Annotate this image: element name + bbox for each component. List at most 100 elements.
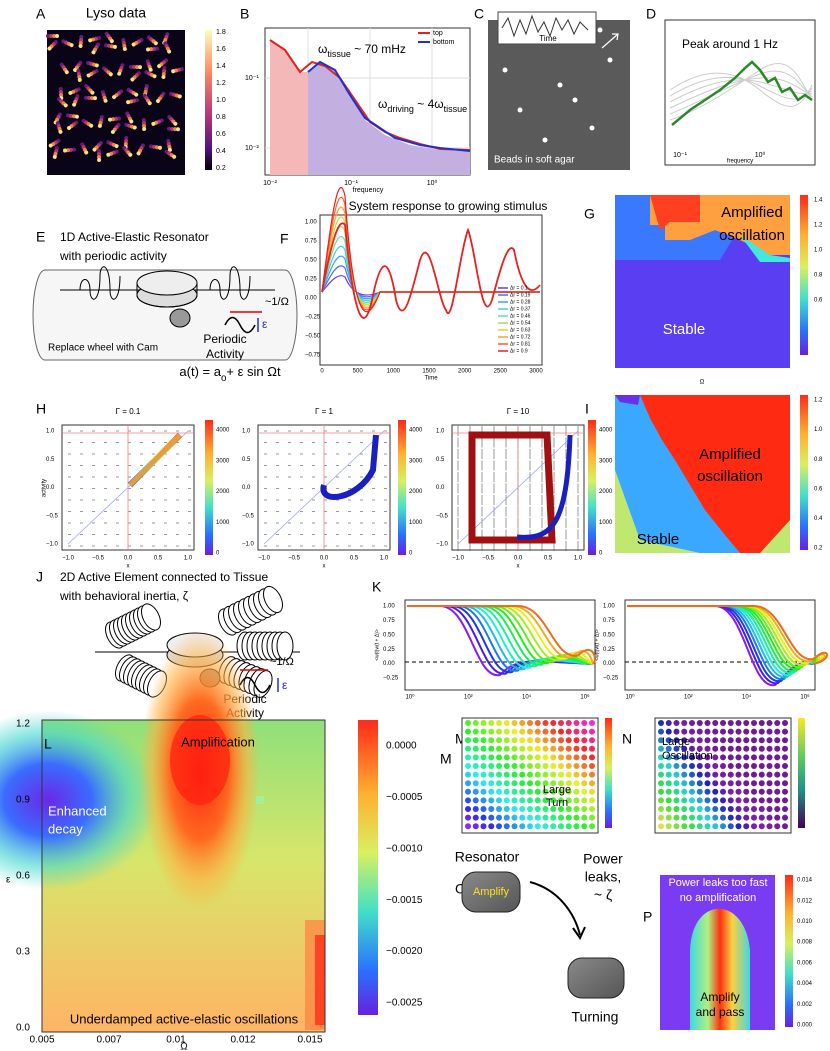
axis-label: x: [127, 564, 130, 570]
dot: [758, 797, 765, 804]
dot: [743, 771, 750, 778]
tick-label: 0.012: [797, 898, 813, 904]
dot: [472, 720, 479, 726]
dot: [121, 38, 126, 43]
dot: [488, 806, 495, 812]
tick-label: −1.0: [452, 556, 465, 562]
dot: [658, 806, 664, 812]
tick-label: −0.5: [46, 513, 59, 519]
label: ~1/Ω: [265, 296, 289, 308]
dot: [78, 43, 83, 48]
tick-label: 0.50: [603, 632, 615, 638]
dot: [774, 797, 781, 804]
dot: [681, 780, 688, 787]
dot: [782, 754, 788, 761]
dot: [735, 720, 742, 726]
dot: [681, 745, 688, 752]
dot: [69, 43, 74, 48]
bead: [597, 27, 603, 33]
heatmap-region: [615, 280, 790, 368]
dot: [665, 737, 672, 744]
dot: [766, 737, 773, 744]
arrow-head: [572, 926, 586, 941]
dot: [132, 125, 137, 130]
dot: [550, 720, 557, 726]
dot: [121, 41, 126, 46]
autocorr-curve: [627, 605, 817, 671]
dot: [581, 797, 588, 804]
dot: [152, 74, 157, 79]
dot: [658, 745, 664, 752]
dot: [751, 823, 757, 830]
dot: [712, 788, 719, 795]
lysosome-track: [80, 142, 89, 155]
tick-label: −0.5: [92, 556, 105, 562]
autocorr-curve: [407, 605, 594, 665]
tick-label: 1.4: [216, 63, 226, 70]
axis-label: <w(t)w(t + Δ)>: [374, 629, 380, 661]
dot: [58, 90, 63, 95]
dot: [782, 763, 788, 769]
lysosome-track: [92, 141, 103, 152]
dot: [581, 720, 588, 726]
lysosome-track: [121, 38, 127, 51]
response-curve: [321, 206, 540, 309]
dot: [720, 788, 726, 795]
dot: [782, 720, 788, 726]
region-label: Underdamped active-elastic oscillations: [70, 1011, 299, 1026]
dot: [84, 150, 89, 155]
lysosome-track: [63, 147, 76, 153]
tick-label: 0.006: [797, 960, 813, 966]
tick-label: 0: [409, 551, 413, 557]
dot: [488, 771, 495, 778]
autocorr-curve: [627, 605, 823, 665]
dot: [108, 72, 113, 77]
dot: [114, 144, 119, 149]
tick-label: −0.25: [383, 676, 399, 682]
lysosome-track: [104, 31, 114, 44]
dot: [681, 737, 688, 744]
faint-curve: [669, 72, 813, 107]
dot: [581, 754, 588, 761]
tick-label: 0.007: [96, 1035, 121, 1046]
dot: [126, 100, 131, 105]
tick-label: 1.6: [216, 46, 226, 53]
region-label: Enhanced: [48, 803, 107, 818]
lysosome-track: [73, 60, 83, 73]
dot: [488, 797, 495, 804]
dot: [581, 806, 588, 812]
tick-label: 0.75: [305, 239, 317, 245]
dot: [589, 754, 595, 761]
dot: [658, 763, 664, 769]
dot: [704, 728, 711, 735]
dot: [589, 771, 595, 778]
lysosome-track: [72, 94, 80, 107]
dot: [704, 720, 711, 726]
dot: [122, 46, 127, 51]
coil: [141, 603, 161, 631]
dot: [751, 745, 757, 752]
dot: [503, 737, 510, 744]
dot: [774, 771, 781, 778]
dot: [673, 771, 680, 778]
autocorr-curve: [627, 605, 819, 669]
dot: [472, 797, 479, 804]
heatmap-region: [690, 908, 750, 1030]
dot: [63, 148, 68, 153]
dot: [128, 152, 133, 157]
dot: [689, 806, 695, 812]
colorbar: [588, 420, 596, 555]
dot: [558, 754, 564, 761]
tick-label: 0.014: [797, 878, 813, 884]
dot: [172, 127, 177, 132]
lysosome-track: [110, 122, 121, 134]
tick-label: 0.6: [814, 486, 823, 492]
dot: [658, 814, 664, 821]
dot: [116, 116, 121, 121]
arrow: [529, 881, 581, 936]
legend-label: Δr = 0.28: [510, 299, 531, 305]
dot: [465, 823, 471, 830]
dot: [565, 745, 572, 752]
dot: [558, 720, 564, 726]
dot: [558, 814, 564, 821]
